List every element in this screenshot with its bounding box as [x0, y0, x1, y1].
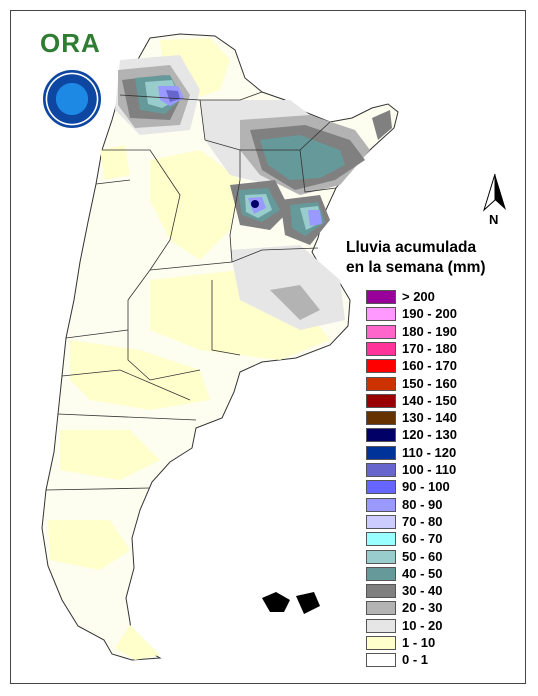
legend-label: 170 - 180 [402, 340, 457, 356]
legend-item: 150 - 160 [366, 375, 516, 393]
legend-label: 190 - 200 [402, 306, 457, 322]
legend-label: 20 - 30 [402, 600, 443, 616]
legend-label: 100 - 110 [402, 462, 457, 477]
legend-label: 140 - 150 [402, 392, 457, 408]
legend-swatch [366, 532, 396, 547]
legend-item: 70 - 80 [366, 513, 516, 531]
legend-swatch [366, 376, 396, 391]
legend-label: 80 - 90 [402, 496, 443, 512]
rain-zone-1-10 [150, 150, 240, 260]
legend-swatch [366, 497, 396, 512]
legend-swatch [366, 463, 396, 477]
legend-item: 10 - 20 [366, 617, 516, 635]
legend-label: 120 - 130 [402, 427, 457, 443]
rain-zone-1-10 [100, 145, 130, 180]
north-label: N [489, 212, 499, 227]
rain-zone-20-30 [270, 285, 320, 320]
seal-icon [43, 70, 101, 128]
legend-item: 1 - 10 [366, 634, 516, 652]
legend-swatch [366, 341, 396, 356]
legend-swatch [366, 290, 396, 304]
legend-item: 0 - 1 [366, 651, 516, 669]
rain-zone-1-10 [48, 520, 130, 570]
legend-label: 160 - 170 [402, 358, 457, 374]
legend-label: 30 - 40 [402, 583, 443, 599]
legend-swatch [366, 566, 396, 581]
legend-swatch [366, 324, 396, 339]
legend-swatch [366, 584, 396, 599]
legend-item: 20 - 30 [366, 599, 516, 617]
legend-label: 130 - 140 [402, 410, 457, 426]
legend-item: 30 - 40 [366, 582, 516, 600]
legend-item: 110 - 120 [366, 444, 516, 462]
legend-swatch [366, 618, 396, 633]
legend-title: Lluvia acumulada en la semana (mm) [346, 238, 486, 278]
north-arrow-icon [482, 173, 506, 212]
legend-item: 120 - 130 [366, 426, 516, 444]
legend-swatch [366, 549, 396, 564]
rain-zone-80-90 [308, 210, 322, 226]
legend-swatch [366, 359, 396, 374]
legend-item: 100 - 110 [366, 461, 516, 479]
ora-logo: ORA [40, 28, 101, 58]
legend-label: 1 - 10 [402, 635, 436, 650]
legend-item: 130 - 140 [366, 409, 516, 427]
malvinas-islands [262, 592, 320, 614]
rain-zone-1-10 [70, 340, 210, 410]
legend-swatch [366, 480, 396, 495]
rain-zone-1-10 [60, 430, 160, 480]
legend-swatch [366, 428, 396, 443]
legend-item: 80 - 90 [366, 496, 516, 514]
legend-label: 110 - 120 [402, 444, 457, 460]
legend-item: > 200 [366, 288, 516, 306]
legend-item: 170 - 180 [366, 340, 516, 358]
legend-swatch [366, 307, 396, 322]
rain-zone-30-40 [372, 110, 392, 140]
legend-item: 140 - 150 [366, 392, 516, 410]
legend-label: 40 - 50 [402, 565, 443, 581]
rain-zone-100-110 [166, 90, 180, 102]
legend-title-line1: Lluvia acumulada [346, 239, 477, 256]
legend-swatch [366, 445, 396, 460]
legend-swatch [366, 636, 396, 650]
legend-label: 0 - 1 [402, 652, 429, 668]
map-frame [10, 10, 526, 684]
rain-zone-120-130 [251, 200, 259, 208]
legend-item: 90 - 100 [366, 478, 516, 496]
rain-zone-1-10 [115, 625, 160, 660]
legend-swatch [366, 411, 396, 426]
legend-label: 180 - 190 [402, 323, 457, 339]
legend-swatch [366, 601, 396, 616]
legend-label: 90 - 100 [402, 479, 450, 495]
legend-swatch [366, 514, 396, 529]
province-borders [45, 91, 337, 491]
legend-item: 160 - 170 [366, 357, 516, 375]
legend-label: 150 - 160 [402, 375, 457, 391]
legend-label: 70 - 80 [402, 513, 443, 529]
legend-title-line2: en la semana (mm) [346, 259, 486, 276]
legend-item: 60 - 70 [366, 530, 516, 548]
legend-item: 40 - 50 [366, 565, 516, 583]
legend-item: 180 - 190 [366, 323, 516, 341]
legend-swatch [366, 393, 396, 408]
legend-label: 50 - 60 [402, 548, 443, 564]
legend-label: 10 - 20 [402, 617, 443, 633]
legend-swatch [366, 653, 396, 668]
rain-zone-40-50 [260, 135, 345, 180]
legend-label: 60 - 70 [402, 531, 443, 547]
legend-item: 50 - 60 [366, 548, 516, 566]
legend-item: 190 - 200 [366, 305, 516, 323]
legend-label: > 200 [402, 289, 435, 304]
